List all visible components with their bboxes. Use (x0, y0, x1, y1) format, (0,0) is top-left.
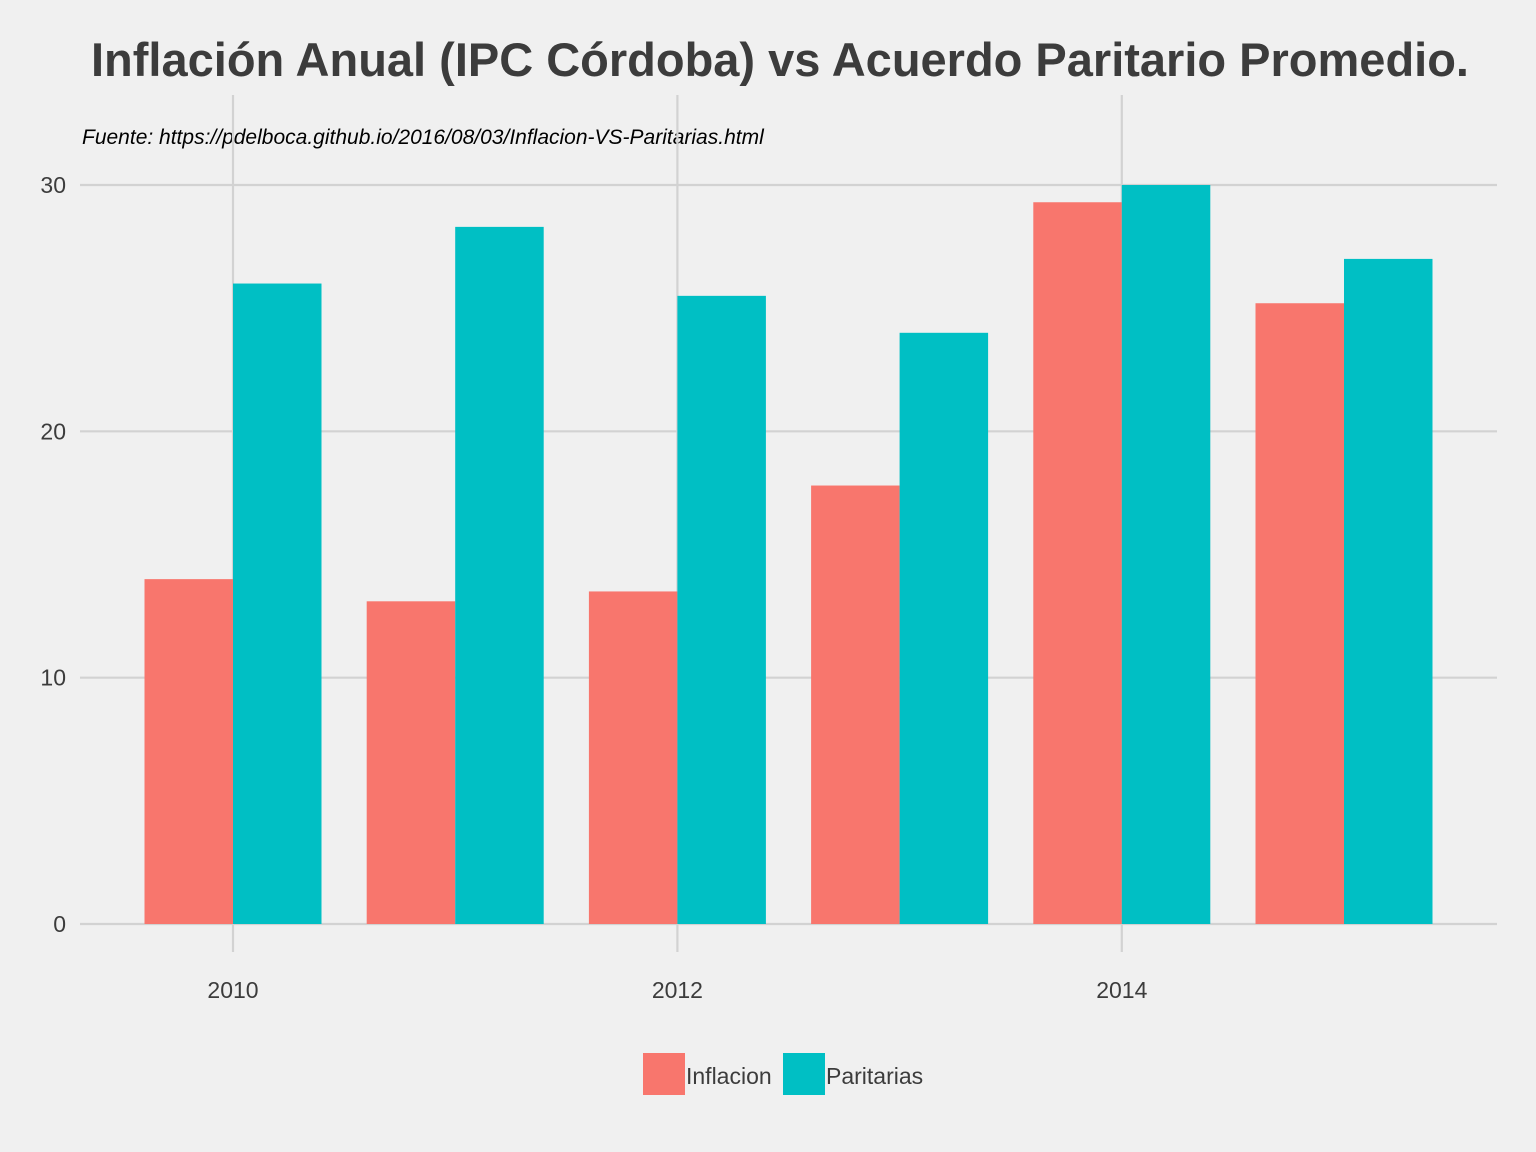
y-tick-label: 0 (53, 911, 66, 937)
legend-label-inflacion: Inflacion (686, 1063, 772, 1089)
bar-paritarias-2014 (1121, 185, 1211, 924)
x-tick-label: 2010 (207, 977, 258, 1003)
bar-paritarias-2015 (1344, 258, 1433, 924)
bar-paritarias-2010 (233, 283, 322, 924)
legend: Inflacion Paritarias (643, 1053, 923, 1095)
bar-inflacion-2010 (144, 579, 233, 924)
bar-inflacion-2013 (811, 485, 900, 924)
legend-swatch-inflacion (643, 1053, 685, 1095)
bar-inflacion-2014 (1033, 202, 1122, 924)
x-tick-label: 2014 (1096, 977, 1147, 1003)
bar-inflacion-2012 (588, 591, 678, 924)
legend-label-paritarias: Paritarias (826, 1063, 923, 1089)
bar-paritarias-2013 (899, 332, 989, 924)
bar-inflacion-2011 (366, 601, 456, 924)
chart-title: Inflación Anual (IPC Córdoba) vs Acuerdo… (91, 33, 1469, 86)
bar-paritarias-2011 (455, 226, 544, 925)
axis-labels: 0 10 20 30 2010 2012 2014 (40, 172, 1147, 1003)
y-tick-label: 20 (40, 418, 66, 444)
chart-subtitle: Fuente: https://pdelboca.github.io/2016/… (82, 126, 765, 149)
bar-inflacion-2015 (1255, 303, 1344, 924)
bars (144, 185, 1433, 925)
y-tick-label: 30 (40, 172, 66, 198)
y-tick-label: 10 (40, 665, 66, 691)
legend-swatch-paritarias (783, 1053, 825, 1095)
bar-paritarias-2012 (677, 295, 766, 925)
x-tick-label: 2012 (652, 977, 703, 1003)
